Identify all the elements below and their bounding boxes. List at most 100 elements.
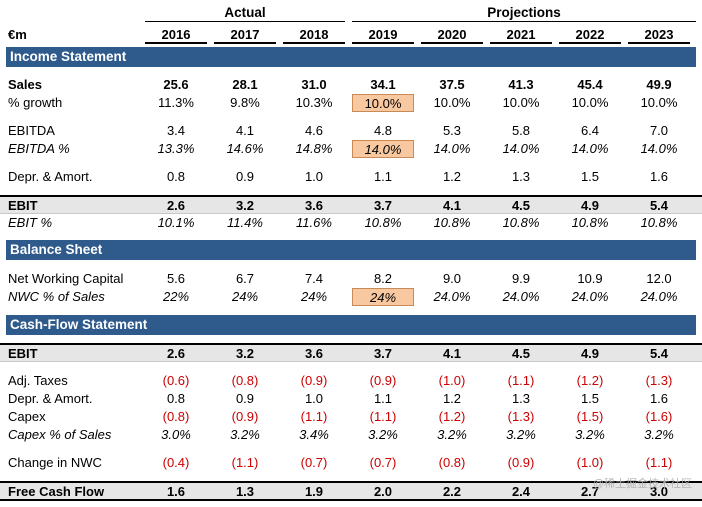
row-depr-amort: Depr. & Amort. 0.8 0.9 1.0 1.1 1.2 1.3 1.5 1.6 (0, 168, 702, 186)
cell-2022: (1.5) (576, 409, 604, 424)
cell-2018: 31.0 (301, 77, 327, 92)
cell-2020: 4.1 (442, 346, 462, 361)
year-2019: 2019 (352, 26, 414, 44)
cell-2016: 0.8 (166, 169, 186, 184)
cell-2018: 24% (300, 289, 328, 304)
cell-2023: (1.3) (645, 373, 673, 388)
section-income-statement: Income Statement (6, 47, 696, 67)
cell-2022: (1.0) (576, 455, 604, 470)
cell-2017: 0.9 (235, 391, 255, 406)
cell-2018: 3.6 (304, 346, 324, 361)
row-ebit: EBIT 2.6 3.2 3.6 3.7 4.1 4.5 4.9 5.4 (0, 195, 702, 214)
cell-2023: (1.6) (645, 409, 673, 424)
cell-2023: 5.4 (649, 198, 669, 213)
cell-2016: (0.8) (162, 409, 190, 424)
cell-2017: 9.8% (230, 95, 260, 110)
cell-2021: 5.8 (511, 123, 531, 138)
cell-2023: (1.1) (645, 455, 673, 470)
cell-2021: 10.8% (502, 215, 540, 230)
cell-2023: 49.9 (646, 77, 672, 92)
cell-2020: 2.2 (442, 484, 462, 499)
row-label: EBIT (8, 346, 38, 361)
cell-2017: (1.1) (231, 455, 259, 470)
cell-2019: (1.1) (369, 409, 397, 424)
year-2023: 2023 (628, 26, 690, 44)
row-label: Free Cash Flow (8, 484, 105, 499)
cell-2022: 4.9 (580, 346, 600, 361)
cell-2017: 3.2 (235, 198, 255, 213)
cell-2016: 5.6 (166, 271, 186, 286)
cell-2019: 10.8% (364, 215, 402, 230)
year-2018: 2018 (283, 26, 345, 44)
cell-2017: 14.6% (226, 141, 264, 156)
projections-group-header: Projections (352, 4, 696, 22)
row-cf-depr-amort: Depr. & Amort. 0.8 0.9 1.0 1.1 1.2 1.3 1.5 1.6 (0, 390, 702, 408)
row-label: Net Working Capital (8, 271, 124, 286)
row-label: Change in NWC (8, 455, 102, 470)
cell-2019: 4.8 (373, 123, 393, 138)
cell-2022: 45.4 (577, 77, 603, 92)
cell-2021: 3.2% (506, 427, 536, 442)
row-sales: Sales 25.6 28.1 31.0 34.1 37.5 41.3 45.4 49.9 (0, 76, 702, 94)
cell-2016: 0.8 (166, 391, 186, 406)
cell-2022: 1.5 (580, 169, 600, 184)
cell-2016: (0.4) (162, 455, 190, 470)
cell-2023: 3.0 (649, 484, 669, 499)
cell-2020: 9.0 (442, 271, 462, 286)
cell-2016: 3.0% (161, 427, 191, 442)
row-label: Depr. & Amort. (8, 391, 93, 406)
year-header-row: €m 2016 2017 2018 2019 2020 2021 2022 20… (0, 26, 702, 44)
row-capex: Capex (0.8) (0.9) (1.1) (1.1) (1.2) (1.3) (1.5)… (0, 408, 702, 426)
row-growth: % growth 11.3% 9.8% 10.3% 10.0% 10.0% 10.0% 10.… (0, 94, 702, 112)
cell-2017: (0.9) (231, 409, 259, 424)
cell-2019: (0.7) (369, 455, 397, 470)
cell-2020: (1.2) (438, 409, 466, 424)
cell-2016: 13.3% (157, 141, 195, 156)
year-2021: 2021 (490, 26, 552, 44)
cell-2023: 10.0% (640, 95, 678, 110)
cell-2018: (0.9) (300, 373, 328, 388)
actual-group-header: Actual (145, 4, 345, 22)
row-label: % growth (8, 95, 63, 110)
cell-2021: 24.0% (502, 289, 540, 304)
row-adj-taxes: Adj. Taxes (0.6) (0.8) (0.9) (0.9) (1.0) (1.1)… (0, 372, 702, 390)
cell-2020: 10.8% (433, 215, 471, 230)
row-label: Sales (8, 77, 42, 92)
row-label: EBIT (8, 198, 38, 213)
cell-2022: 3.2% (575, 427, 605, 442)
cell-2022: 14.0% (571, 141, 609, 156)
cell-2016: 2.6 (166, 198, 186, 213)
cell-2018: (0.7) (300, 455, 328, 470)
cell-2019: 14.0% (352, 140, 414, 158)
cell-2020: 1.2 (442, 391, 462, 406)
cell-2017: 6.7 (235, 271, 255, 286)
cell-2019: 8.2 (373, 271, 393, 286)
cell-2020: 10.0% (433, 95, 471, 110)
cell-2016: 11.3% (158, 95, 194, 110)
cell-2020: 3.2% (437, 427, 467, 442)
cell-2023: 1.6 (649, 169, 669, 184)
cell-2019: 10.0% (352, 94, 414, 112)
cell-2021: 1.3 (511, 169, 531, 184)
unit-label: €m (8, 27, 27, 42)
row-label: Capex (8, 409, 46, 424)
cell-2018: 7.4 (304, 271, 324, 286)
cell-2017: 0.9 (235, 169, 255, 184)
cell-2023: 7.0 (649, 123, 669, 138)
cell-2018: 11.6% (296, 215, 332, 230)
cell-2019: 34.1 (370, 77, 396, 92)
cell-2018: 10.3% (295, 95, 333, 110)
cell-2019: 1.1 (373, 391, 393, 406)
row-label: EBITDA % (8, 141, 70, 156)
cell-2018: 14.8% (295, 141, 333, 156)
cell-2023: 3.2% (644, 427, 674, 442)
cell-2023: 1.6 (649, 391, 669, 406)
cell-2021: 10.0% (502, 95, 540, 110)
cell-2022: 1.5 (580, 391, 600, 406)
cell-2020: 24.0% (433, 289, 471, 304)
cell-2021: 41.3 (508, 77, 534, 92)
row-change-nwc: Change in NWC (0.4) (1.1) (0.7) (0.7) (0.8) (0… (0, 454, 702, 472)
cell-2022: 4.9 (580, 198, 600, 213)
cell-2018: 3.6 (304, 198, 324, 213)
cell-2022: 10.0% (571, 95, 609, 110)
